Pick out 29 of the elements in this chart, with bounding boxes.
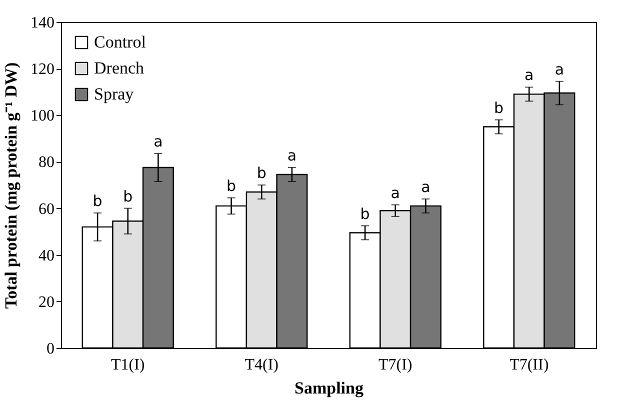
data-label: a	[154, 132, 163, 151]
x-tick-label: T1(I)	[110, 356, 145, 374]
legend-label: Spray	[94, 84, 134, 104]
legend-label: Control	[94, 32, 146, 52]
data-label: b	[226, 176, 236, 195]
x-axis-title: Sampling	[294, 378, 364, 398]
data-label: a	[554, 60, 564, 78]
y-axis-title: Total protein (mg protein g⁻¹ DW)	[2, 62, 20, 309]
legend-label: Drench	[94, 58, 145, 78]
data-label: b	[360, 204, 370, 223]
data-label: b	[92, 192, 102, 210]
y-tick-label: 40	[38, 247, 54, 264]
y-tick-label: 80	[38, 154, 54, 172]
x-tick-label: T4(I)	[244, 356, 279, 374]
data-label: b	[494, 98, 504, 117]
data-label: a	[524, 66, 534, 84]
y-tick-label: 0	[46, 340, 54, 358]
x-tick-label: T7(II)	[510, 356, 549, 374]
y-tick-label: 120	[30, 61, 54, 78]
data-label: a	[390, 184, 400, 202]
data-label: a	[421, 178, 430, 196]
data-label: a	[287, 146, 297, 165]
y-tick-label: 100	[30, 108, 54, 125]
y-tick-label: 60	[38, 200, 54, 218]
y-tick-label: 140	[30, 14, 54, 32]
data-label: b	[256, 164, 266, 182]
y-tick-label: 20	[38, 294, 54, 311]
data-label: b	[123, 187, 133, 206]
x-tick-label: T7(I)	[378, 356, 412, 374]
